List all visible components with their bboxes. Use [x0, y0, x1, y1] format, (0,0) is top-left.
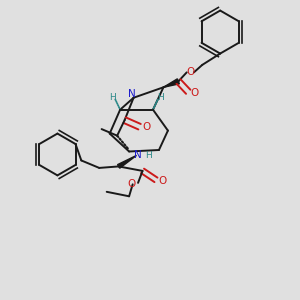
- Text: H: H: [145, 151, 152, 160]
- Text: O: O: [191, 88, 199, 98]
- Text: O: O: [158, 176, 167, 186]
- Text: N: N: [128, 89, 136, 99]
- Text: O: O: [128, 179, 136, 189]
- Text: O: O: [142, 122, 150, 132]
- Text: H: H: [109, 93, 116, 102]
- Text: N: N: [134, 150, 141, 161]
- Polygon shape: [118, 155, 136, 168]
- Polygon shape: [164, 79, 179, 87]
- Text: H: H: [157, 93, 164, 102]
- Text: O: O: [186, 68, 194, 77]
